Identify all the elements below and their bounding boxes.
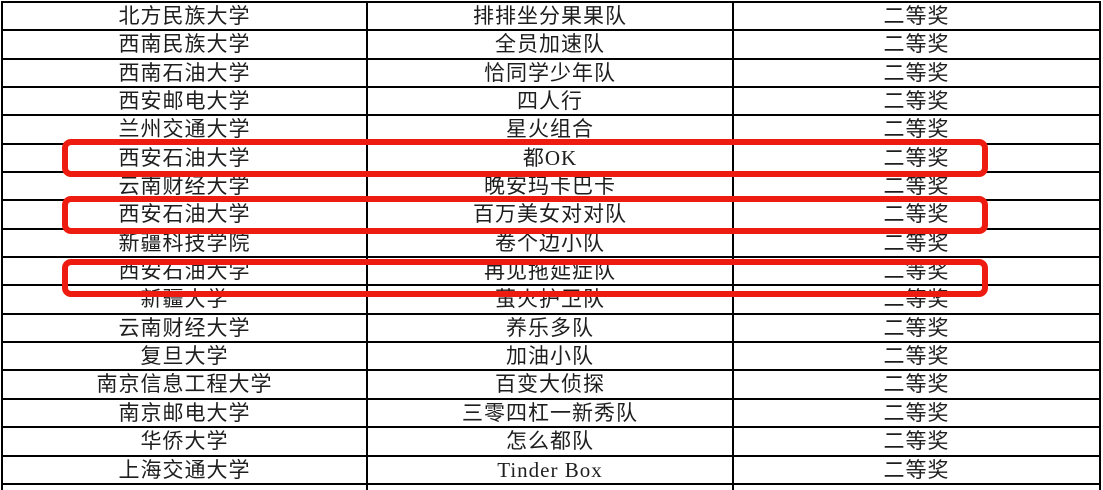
award-cell: 二等奖 xyxy=(734,286,1101,313)
table-row: 新疆大学 萤火护卫队 二等奖 xyxy=(1,284,1101,313)
table-row: 北方民族大学 排排坐分果果队 二等奖 xyxy=(1,1,1101,30)
university-cell: 北方民族大学 xyxy=(3,3,368,30)
team-cell: 百变大侦探 xyxy=(368,371,734,398)
university-cell: 兰州交通大学 xyxy=(3,116,368,143)
university-cell: 西南石油大学 xyxy=(3,59,368,87)
table-row: 西安石油大学 百万美女对对队 二等奖 xyxy=(1,199,1101,228)
team-cell: Tinder Box xyxy=(368,456,734,483)
table-row: 上海交通大学 Tinder Box 二等奖 xyxy=(1,454,1101,483)
university-cell: 上海交通大学 xyxy=(3,456,368,483)
team-cell: 都OK xyxy=(368,144,734,172)
table-row: 兰州交通大学 星火组合 二等奖 xyxy=(1,114,1101,143)
team-cell: 再见拖延症队 xyxy=(368,258,734,285)
university-cell: 西安石油大学 xyxy=(3,144,368,172)
team-cell: 加油小队 xyxy=(368,343,734,370)
team-cell: 恰同学少年队 xyxy=(368,59,734,87)
award-cell: 二等奖 xyxy=(734,88,1101,115)
table-row: 云南财经大学 养乐多队 二等奖 xyxy=(1,312,1101,342)
table-row: 西安石油大学 都OK 二等奖 xyxy=(1,142,1101,172)
award-cell: 二等奖 xyxy=(734,343,1101,370)
award-cell: 二等奖 xyxy=(734,314,1101,342)
award-cell: 二等奖 xyxy=(734,371,1101,398)
team-cell: 卷个边小队 xyxy=(368,229,734,257)
team-cell: 三零四杠一新秀队 xyxy=(368,399,734,427)
university-cell: 西安石油大学 xyxy=(3,258,368,285)
table-row: 新疆科技学院 卷个边小队 二等奖 xyxy=(1,227,1101,257)
award-cell: 二等奖 xyxy=(734,59,1101,87)
award-cell: 二等奖 xyxy=(734,428,1101,455)
team-cell: 四人行 xyxy=(368,88,734,115)
university-cell: 西南民族大学 xyxy=(3,31,368,58)
university-cell: 新疆科技学院 xyxy=(3,229,368,257)
university-cell: 南京信息工程大学 xyxy=(3,371,368,398)
table-bottom-stub xyxy=(1,482,1101,490)
award-cell: 二等奖 xyxy=(734,173,1101,200)
award-cell: 二等奖 xyxy=(734,456,1101,483)
award-cell: 二等奖 xyxy=(734,116,1101,143)
university-cell: 新疆大学 xyxy=(3,286,368,313)
table-row: 复旦大学 加油小队 二等奖 xyxy=(1,341,1101,370)
team-cell: 养乐多队 xyxy=(368,314,734,342)
award-cell: 二等奖 xyxy=(734,144,1101,172)
team-cell: 百万美女对对队 xyxy=(368,201,734,228)
award-cell: 二等奖 xyxy=(734,229,1101,257)
university-cell: 南京邮电大学 xyxy=(3,399,368,427)
table-row: 西安邮电大学 四人行 二等奖 xyxy=(1,86,1101,115)
team-cell: 全员加速队 xyxy=(368,31,734,58)
table-row: 南京邮电大学 三零四杠一新秀队 二等奖 xyxy=(1,397,1101,427)
award-cell: 二等奖 xyxy=(734,201,1101,228)
table-row: 南京信息工程大学 百变大侦探 二等奖 xyxy=(1,369,1101,398)
award-cell: 二等奖 xyxy=(734,258,1101,285)
university-cell: 西安邮电大学 xyxy=(3,88,368,115)
table-row: 华侨大学 怎么都队 二等奖 xyxy=(1,426,1101,455)
table-row: 西南石油大学 恰同学少年队 二等奖 xyxy=(1,57,1101,87)
team-cell: 排排坐分果果队 xyxy=(368,3,734,30)
table-row: 西南民族大学 全员加速队 二等奖 xyxy=(1,29,1101,58)
award-cell: 二等奖 xyxy=(734,3,1101,30)
university-cell: 复旦大学 xyxy=(3,343,368,370)
team-cell: 星火组合 xyxy=(368,116,734,143)
award-cell: 二等奖 xyxy=(734,31,1101,58)
team-cell: 晚安玛卡巴卡 xyxy=(368,173,734,200)
award-cell: 二等奖 xyxy=(734,399,1101,427)
table-row: 云南财经大学 晚安玛卡巴卡 二等奖 xyxy=(1,171,1101,200)
team-cell: 萤火护卫队 xyxy=(368,286,734,313)
university-cell: 西安石油大学 xyxy=(3,201,368,228)
university-cell: 华侨大学 xyxy=(3,428,368,455)
team-cell: 怎么都队 xyxy=(368,428,734,455)
table-row: 西安石油大学 再见拖延症队 二等奖 xyxy=(1,256,1101,285)
university-cell: 云南财经大学 xyxy=(3,173,368,200)
university-cell: 云南财经大学 xyxy=(3,314,368,342)
